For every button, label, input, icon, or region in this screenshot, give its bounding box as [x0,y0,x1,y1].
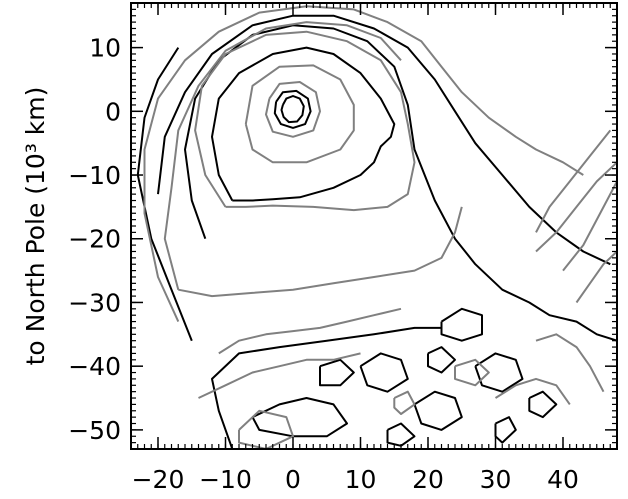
dark-contour-group [136,14,617,449]
y-tick-label: −30 [68,288,121,317]
gray-contour-4 [143,5,584,323]
gray-contour-13 [535,333,605,393]
gray-contour-5 [178,206,463,298]
gray-contour-2 [194,30,416,212]
gray-contour-6 [198,352,361,399]
gray-contour-0 [265,81,321,138]
x-tick-label: −10 [199,465,252,494]
gray-contour-9 [535,129,612,233]
gray-contour-15 [454,358,490,387]
contour-lines [136,5,617,449]
gray-contour-10 [562,180,617,272]
y-axis-label: to North Pole (10³ km) [21,87,50,366]
x-tick-label: 30 [480,465,512,494]
dark-contour-2 [211,46,396,202]
gray-contour-1 [244,64,355,164]
x-tick-label: 20 [412,465,444,494]
major-ticks [131,3,617,449]
dark-contour-14 [386,422,416,447]
dark-contour-12 [319,358,355,387]
y-tick-label: 0 [105,97,121,126]
dark-contour-10 [440,307,483,342]
dark-contour-5 [136,47,193,342]
x-tick-label: −20 [132,465,185,494]
dark-contour-6 [211,326,442,449]
gray-contour-group [143,5,617,449]
dark-contour-15 [494,416,517,444]
dark-contour-1 [273,89,312,129]
y-tick-label: −50 [68,416,121,445]
dark-contour-8 [359,352,409,393]
x-tick-label: 40 [547,465,579,494]
gray-contour-14 [238,409,294,449]
x-tick-labels: −20 −10 0 10 20 30 40 [132,465,579,494]
gray-contour-8 [535,161,617,253]
dark-contour-16 [427,346,456,374]
dark-contour-9 [413,390,463,431]
y-tick-labels: 10 0 −10 −20 −30 −40 −50 [68,34,121,445]
gray-contour-16 [393,390,416,415]
x-tick-label: 10 [345,465,377,494]
gray-contour-3 [163,21,402,290]
y-tick-label: −40 [68,352,121,381]
x-tick-label: 0 [285,465,301,494]
y-tick-label: 10 [89,34,121,63]
gray-contour-11 [575,250,617,304]
dark-contour-4 [157,14,611,266]
dark-contour-0 [280,95,305,124]
y-tick-label: −10 [68,161,121,190]
dark-contour-13 [528,390,558,419]
gray-contour-12 [494,377,571,405]
y-tick-label: −20 [68,225,121,254]
dark-contour-7 [251,397,348,438]
dark-contour-11 [474,352,524,393]
gray-contour-7 [218,307,402,355]
